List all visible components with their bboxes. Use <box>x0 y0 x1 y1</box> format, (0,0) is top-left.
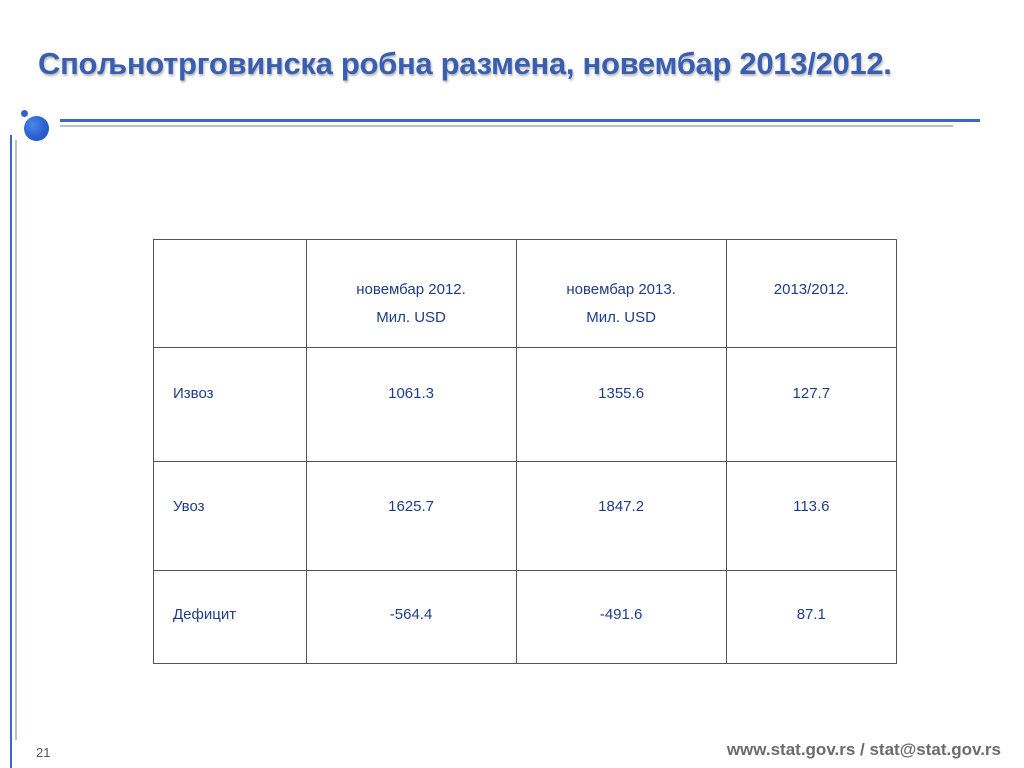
table-header-cell-empty <box>153 239 307 348</box>
table-header-cell-index: 2013/2012. <box>725 239 898 348</box>
table-cell: 1355.6 <box>515 347 727 462</box>
header-period: 2013/2012. <box>773 281 849 298</box>
table-cell: -491.6 <box>515 570 727 664</box>
table-header-cell-2012: новембар 2012. Мил. USD <box>305 239 517 348</box>
table-row: Дефицит -564.4 -491.6 87.1 <box>153 570 898 664</box>
table-cell: 1625.7 <box>305 461 517 571</box>
header-rule-grey <box>60 125 953 127</box>
trade-table: новембар 2012. Мил. USD новембар 2013. М… <box>153 239 898 664</box>
footer-website: www.stat.gov.rs / stat@stat.gov.rs <box>726 740 1001 759</box>
decorative-dot-large <box>24 116 49 141</box>
value-index: 87.1 <box>796 606 826 623</box>
side-rule-grey <box>15 140 17 740</box>
table-cell: 1847.2 <box>515 461 727 571</box>
table-cell: 113.6 <box>725 461 898 571</box>
slide-number: 21 <box>36 745 51 760</box>
value-2012: -564.4 <box>389 606 433 623</box>
value-2013: -491.6 <box>599 606 643 623</box>
value-2013: 1847.2 <box>598 498 645 515</box>
value-index: 113.6 <box>793 498 830 515</box>
value-2012: 1061.3 <box>388 385 434 402</box>
table-row: Извоз 1061.3 1355.6 127.7 <box>153 347 898 462</box>
row-label: Увоз <box>173 498 205 515</box>
table-header-row: новембар 2012. Мил. USD новембар 2013. М… <box>153 239 898 348</box>
row-label-cell: Извоз <box>153 347 307 462</box>
header-unit: Мил. USD <box>376 309 446 326</box>
table-cell: 87.1 <box>725 570 898 664</box>
table-cell: 127.7 <box>725 347 898 462</box>
header-unit: Мил. USD <box>586 309 656 326</box>
table-row: Увоз 1625.7 1847.2 113.6 <box>153 461 898 571</box>
row-label: Извоз <box>173 385 214 402</box>
row-label-cell: Дефицит <box>153 570 307 664</box>
value-2012: 1625.7 <box>388 498 434 515</box>
table-cell: 1061.3 <box>305 347 517 462</box>
value-index: 127.7 <box>792 385 831 402</box>
header-period: новембар 2012. <box>356 281 466 298</box>
side-rule-blue <box>10 135 12 768</box>
slide-title: Спољнотрговинска робна размена, новембар… <box>38 46 892 81</box>
header-period: новембар 2013. <box>566 281 676 298</box>
header-rule-blue <box>60 119 980 122</box>
value-2013: 1355.6 <box>598 385 645 402</box>
row-label: Дефицит <box>173 606 237 623</box>
decorative-dot-small <box>21 110 28 117</box>
table-cell: -564.4 <box>305 570 517 664</box>
row-label-cell: Увоз <box>153 461 307 571</box>
table-header-cell-2013: новембар 2013. Мил. USD <box>515 239 727 348</box>
